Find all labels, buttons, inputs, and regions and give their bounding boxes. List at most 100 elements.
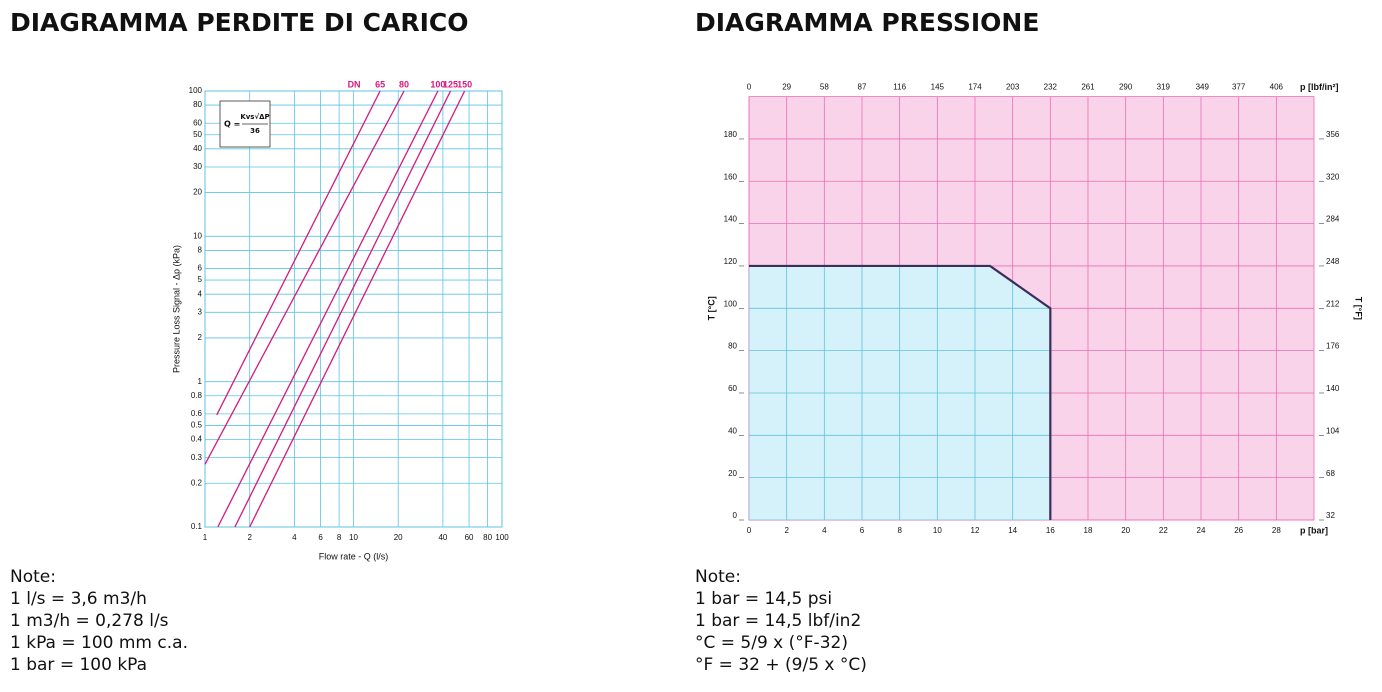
x2-tick-label: 406: [1270, 83, 1284, 92]
x-tick-label: 12: [971, 526, 980, 535]
formula-box: Q = Kvs√ΔP 36: [219, 100, 271, 148]
x2-tick-label: 87: [858, 83, 867, 92]
area-boundary: [749, 264, 1052, 520]
y-tick-label: 0.8: [191, 391, 203, 400]
x-tick-label: 2: [784, 526, 789, 535]
note-line: 1 kPa = 100 mm c.a.: [10, 633, 188, 653]
note-line: 1 bar = 100 kPa: [10, 655, 147, 675]
x-tick-label: 2: [247, 533, 252, 542]
y-tick-label: 60: [193, 118, 202, 127]
x2-axis-label: p [lbf/in²]: [1300, 82, 1338, 92]
y-tick-label: 10: [193, 231, 202, 240]
area-grid: [749, 265, 1051, 520]
x-tick-label: 60: [465, 533, 474, 542]
note-line: °F = 32 + (9/5 x °C): [695, 655, 867, 675]
y-tick-label: 5: [198, 275, 203, 284]
chart-title: DIAGRAMMA PRESSIONE: [695, 8, 1039, 37]
y-tick-label: 180: [724, 130, 738, 139]
x2-tick-label: 377: [1232, 83, 1246, 92]
x-tick-label: 14: [1008, 526, 1017, 535]
series-line: [204, 90, 405, 465]
y-axis-label: T [°C]: [706, 296, 716, 320]
series-line: [249, 90, 466, 528]
x2-tick-label: 58: [820, 83, 829, 92]
y2-axis-label: T [°F]: [1354, 297, 1364, 320]
y-tick-label: 0: [733, 511, 738, 520]
y2-tick-label: 68: [1326, 469, 1335, 478]
x2-tick-label: 203: [1006, 83, 1020, 92]
y-tick-label: 100: [189, 86, 203, 95]
x-tick-label: 6: [860, 526, 865, 535]
x-tick-label: 4: [822, 526, 827, 535]
note-line: 1 bar = 14,5 psi: [695, 589, 832, 609]
x-tick-label: 26: [1234, 526, 1243, 535]
y-tick-label: 50: [193, 130, 202, 139]
y2-tick-label: 176: [1326, 342, 1340, 351]
y-axis-label: Pressure Loss Signal - Δp (kPa): [171, 245, 181, 373]
y-tick-label: 30: [193, 162, 202, 171]
legend-label: 150: [457, 79, 472, 89]
y2-tick-label: 356: [1326, 130, 1340, 139]
y-tick-label: 100: [724, 299, 738, 308]
formula-numerator: Kvs√ΔP: [240, 113, 269, 121]
y2-tick-label: 104: [1326, 426, 1340, 435]
series-line: [234, 90, 452, 528]
series-line: [216, 90, 381, 416]
y-tick-label: 80: [193, 100, 202, 109]
legend-label: 100: [430, 79, 445, 89]
x-tick-label: 80: [483, 533, 492, 542]
x2-tick-label: 174: [968, 83, 982, 92]
note-heading: Note:: [695, 567, 741, 587]
y2-tick-label: 320: [1326, 172, 1340, 181]
y-tick-label: 40: [193, 144, 202, 153]
x2-tick-label: 0: [747, 83, 752, 92]
x-tick-label: 8: [337, 533, 342, 542]
y2-tick-label: 32: [1326, 511, 1335, 520]
y-tick-label: 0.1: [191, 522, 203, 531]
y-tick-label: 0.5: [191, 421, 203, 430]
legend-label: 80: [399, 79, 409, 89]
x-tick-label: 40: [438, 533, 447, 542]
x2-tick-label: 116: [893, 83, 906, 92]
x2-tick-label: 319: [1157, 83, 1171, 92]
x-tick-label: 20: [1121, 526, 1130, 535]
note-line: 1 m3/h = 0,278 l/s: [10, 611, 169, 631]
x2-tick-label: 232: [1044, 83, 1058, 92]
y2-tick-label: 248: [1326, 257, 1340, 266]
x-tick-label: 1: [203, 533, 208, 542]
x2-tick-label: 145: [931, 83, 945, 92]
chart-title: DIAGRAMMA PERDITE DI CARICO: [10, 8, 468, 37]
x-axis-label: Flow rate - Q (l/s): [319, 551, 389, 561]
x-tick-label: 28: [1272, 526, 1281, 535]
x2-tick-label: 290: [1119, 83, 1133, 92]
legend-title: DN: [348, 79, 361, 89]
note-line: °C = 5/9 x (°F-32): [695, 633, 848, 653]
y-tick-label: 6: [198, 264, 203, 273]
x-tick-label: 22: [1159, 526, 1168, 535]
note-line: 1 bar = 14,5 lbf/in2: [695, 611, 861, 631]
y-tick-label: 20: [193, 188, 202, 197]
x2-tick-label: 349: [1196, 83, 1210, 92]
y-tick-label: 0.4: [191, 435, 203, 444]
x-tick-label: 18: [1084, 526, 1093, 535]
y-tick-label: 8: [198, 246, 203, 255]
series-line: [217, 90, 439, 528]
legend-label: 125: [443, 79, 458, 89]
y2-tick-label: 140: [1326, 384, 1340, 393]
y-tick-label: 2: [198, 333, 203, 342]
y-tick-label: 4: [198, 289, 203, 298]
y-tick-label: 20: [728, 469, 737, 478]
formula-lhs: Q =: [224, 120, 240, 129]
formula-denominator: 36: [250, 127, 260, 135]
legend-label: 65: [375, 79, 385, 89]
note-heading: Note:: [10, 567, 56, 587]
x-tick-label: 24: [1197, 526, 1206, 535]
x2-tick-label: 29: [782, 83, 791, 92]
y-tick-label: 160: [724, 172, 738, 181]
x-tick-label: 6: [318, 533, 323, 542]
x-tick-label: 100: [495, 533, 509, 542]
x-tick-label: 16: [1046, 526, 1055, 535]
